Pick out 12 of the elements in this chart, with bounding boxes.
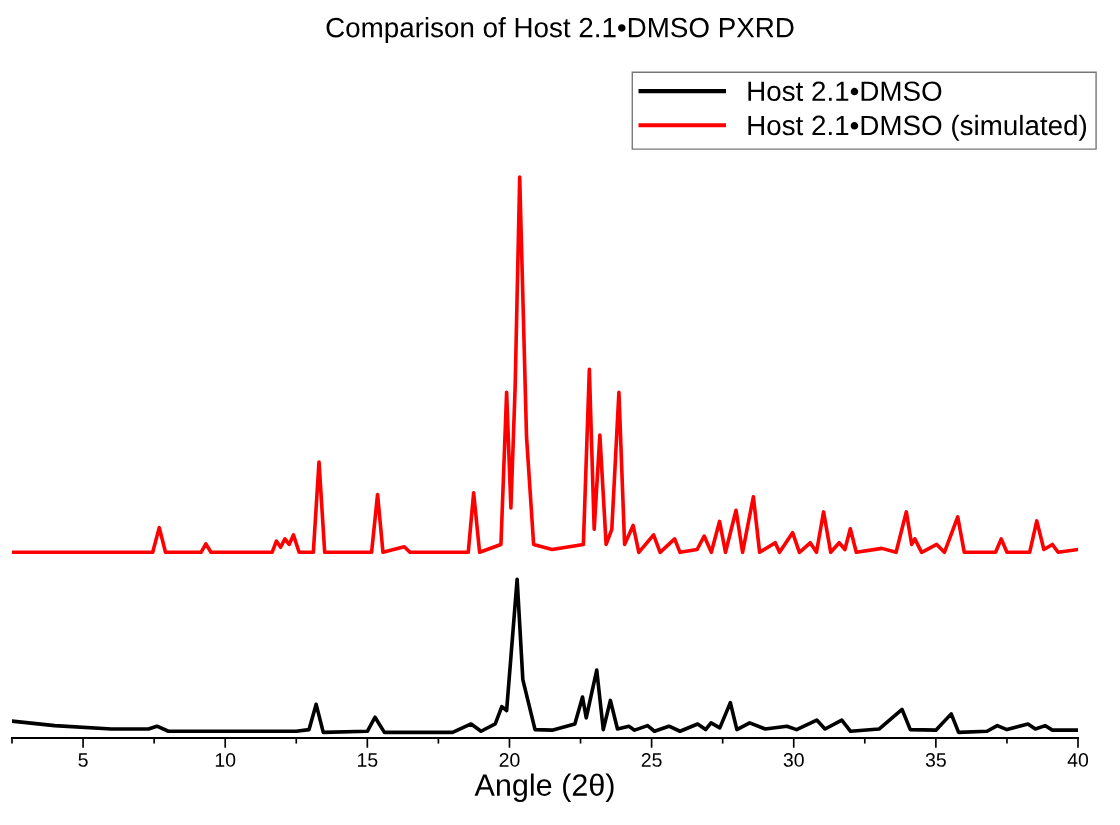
x-tick-label: 15 xyxy=(358,753,378,767)
x-tick-label: 40 xyxy=(1067,753,1089,767)
x-tick-label: 25 xyxy=(641,753,662,767)
x-axis-title: Angle (2θ) xyxy=(474,773,614,802)
x-tick-label: 5 xyxy=(78,753,88,767)
x-tick-label: 35 xyxy=(925,753,946,767)
chart-title: Comparison of Host 2.1•DMSO PXRD xyxy=(326,17,794,43)
legend-label: Host 2.1•DMSO xyxy=(748,81,942,102)
legend-label: Host 2.1•DMSO (simulated) xyxy=(748,114,1087,141)
x-tick-label: 10 xyxy=(215,753,236,767)
x-tick-label: 30 xyxy=(783,753,804,767)
x-tick-label: 20 xyxy=(499,753,520,767)
